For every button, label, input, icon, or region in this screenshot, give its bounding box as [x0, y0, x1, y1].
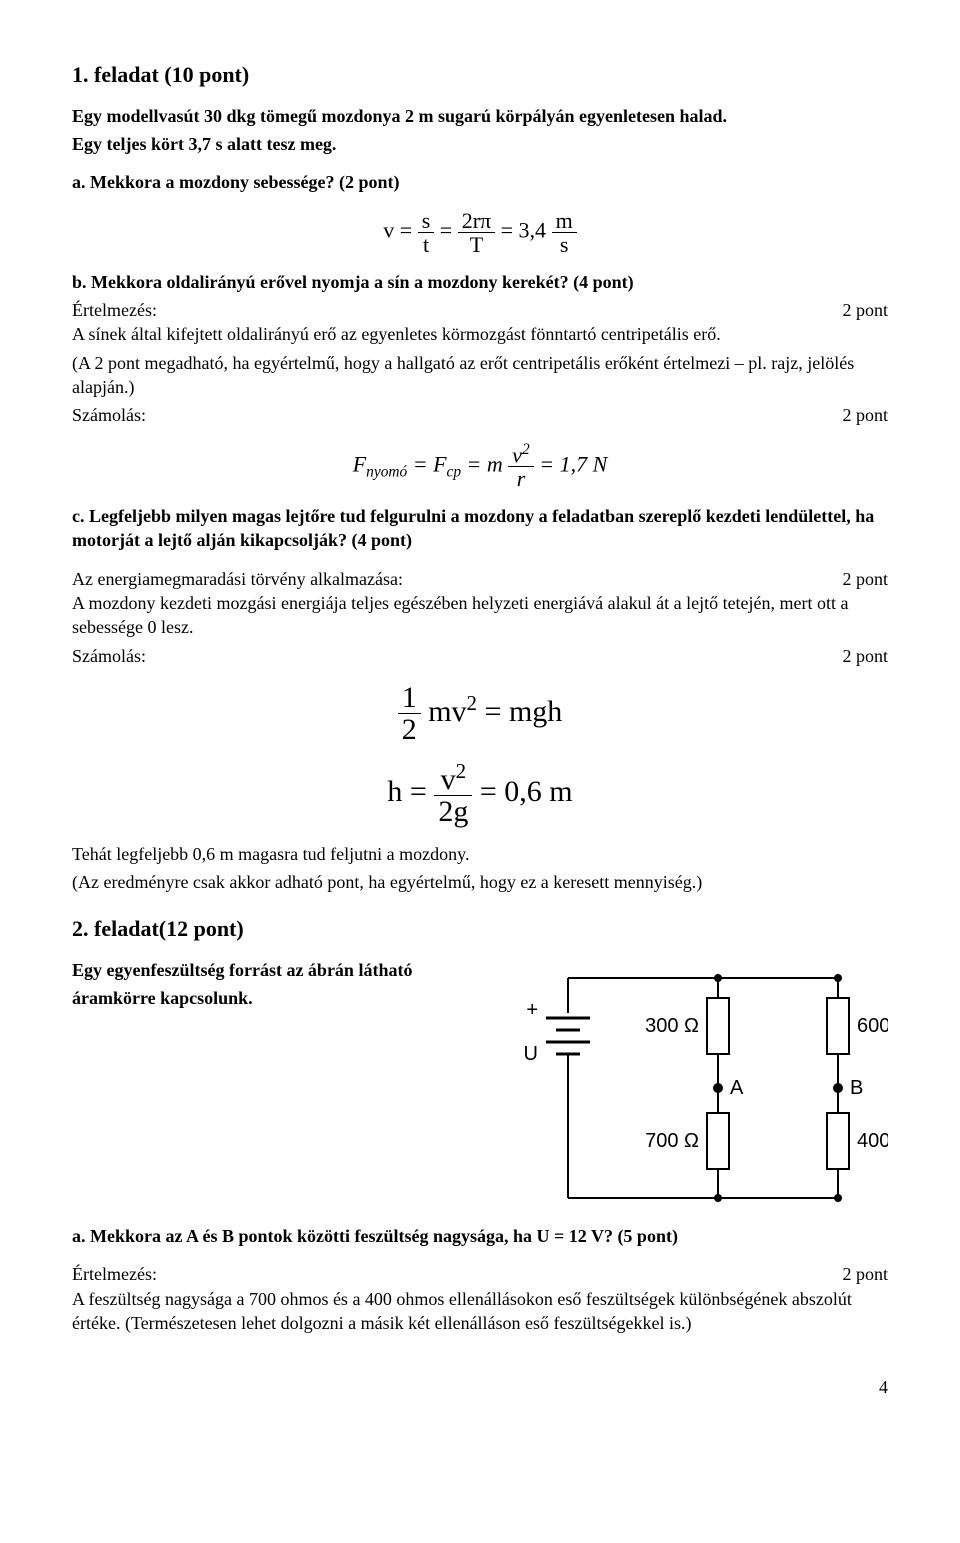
frac-num: 1	[398, 682, 421, 714]
formula-sub: cp	[447, 463, 462, 480]
task1-a-question: a. Mekkora a mozdony sebessége? (2 pont)	[72, 170, 888, 194]
task2-a-ertelmezes-row: Értelmezés: 2 pont	[72, 1262, 888, 1286]
frac-den: r	[508, 466, 533, 490]
task2-intro-and-circuit: Egy egyenfeszültség forrást az ábrán lát…	[72, 958, 888, 1208]
svg-text:U: U	[524, 1043, 538, 1065]
points-value: 2 pont	[842, 1262, 888, 1286]
page-number: 4	[72, 1375, 888, 1399]
formula-text: h =	[387, 775, 426, 808]
task1-intro1: Egy modellvasút 30 dkg tömegű mozdonya 2…	[72, 104, 888, 128]
frac-num: m	[552, 209, 577, 232]
formula-text: = 0,6 m	[480, 775, 573, 808]
label-szamolas: Számolás:	[72, 403, 146, 427]
frac-num: v2	[508, 442, 533, 466]
task2-a-line: A feszültség nagysága a 700 ohmos és a 4…	[72, 1287, 888, 1336]
points-value: 2 pont	[842, 567, 888, 591]
points-value: 2 pont	[842, 298, 888, 322]
task1-c-question: c. Legfeljebb milyen magas lejtőre tud f…	[72, 504, 888, 553]
task1-c-formula2: h = v22g = 0,6 m	[72, 760, 888, 828]
formula-text: = m	[461, 451, 503, 476]
task1-b-line2: (A 2 pont megadható, ha egyértelmű, hogy…	[72, 351, 888, 400]
task1-title: 1. feladat (10 pont)	[72, 60, 888, 90]
label-energy: Az energiamegmaradási törvény alkalmazás…	[72, 567, 403, 591]
task1-a-formula: v = st = 2rπT = 3,4 ms	[72, 209, 888, 256]
task2-intro2: áramkörre kapcsolunk.	[72, 986, 484, 1010]
svg-text:+: +	[526, 999, 538, 1021]
task2-intro1: Egy egyenfeszültség forrást az ábrán lát…	[72, 958, 484, 982]
label-szamolas: Számolás:	[72, 644, 146, 668]
task2-title: 2. feladat(12 pont)	[72, 914, 888, 944]
task1-c-line1: A mozdony kezdeti mozgási energiája telj…	[72, 591, 888, 640]
frac-num: v2	[434, 760, 472, 796]
task1-b-ertelmezes-row: Értelmezés: 2 pont	[72, 298, 888, 322]
frac-den: T	[458, 232, 495, 256]
task1-b-formula: Fnyomó = Fcp = m v2r = 1,7 N	[72, 442, 888, 491]
frac-den: 2	[398, 713, 421, 746]
frac-den: s	[552, 232, 577, 256]
svg-text:600 Ω: 600 Ω	[857, 1015, 888, 1037]
formula-sub: nyomó	[366, 463, 407, 480]
task1-intro2: Egy teljes kört 3,7 s alatt tesz meg.	[72, 132, 888, 156]
formula-sup: 2	[522, 441, 530, 458]
task1-b-szamolas-row: Számolás: 2 pont	[72, 403, 888, 427]
label-ertelmezes: Értelmezés:	[72, 298, 157, 322]
task1-c-concl2: (Az eredményre csak akkor adható pont, h…	[72, 870, 888, 894]
formula-text: = 1,7 N	[539, 451, 607, 476]
frac-num: 2rπ	[458, 209, 495, 232]
task2-a-question: a. Mekkora az A és B pontok közötti fesz…	[72, 1224, 888, 1248]
label-ertelmezes: Értelmezés:	[72, 1262, 157, 1286]
formula-text: = mgh	[477, 695, 562, 728]
formula-text: v =	[383, 217, 412, 242]
task1-c-formula1: 12 mv2 = mgh	[72, 682, 888, 746]
svg-text:400 Ω: 400 Ω	[857, 1130, 888, 1152]
svg-text:700 Ω: 700 Ω	[645, 1130, 699, 1152]
formula-text: v	[441, 763, 456, 796]
points-value: 2 pont	[842, 403, 888, 427]
task1-c-concl1: Tehát legfeljebb 0,6 m magasra tud felju…	[72, 842, 888, 866]
formula-text: mv	[428, 695, 466, 728]
frac-den: t	[418, 232, 435, 256]
points-value: 2 pont	[842, 644, 888, 668]
task1-c-szamolas-row: Számolás: 2 pont	[72, 644, 888, 668]
formula-text: =	[440, 217, 452, 242]
formula-text: F	[353, 451, 366, 476]
task1-c-energy-row: Az energiamegmaradási törvény alkalmazás…	[72, 567, 888, 591]
task1-b-line1: A sínek által kifejtett oldalirányú erő …	[72, 322, 888, 346]
formula-sup: 2	[456, 759, 467, 783]
circuit-diagram: + U 300 Ω 700 Ω 600 Ω 400 Ω A B	[508, 958, 888, 1208]
task1-b-question: b. Mekkora oldalirányú erővel nyomja a s…	[72, 270, 888, 294]
frac-num: s	[418, 209, 435, 232]
formula-text: = 3,4	[501, 217, 546, 242]
svg-text:B: B	[850, 1077, 863, 1099]
formula-text: v	[512, 442, 522, 467]
frac-den: 2g	[434, 795, 472, 828]
formula-sup: 2	[467, 691, 478, 715]
svg-text:A: A	[730, 1077, 744, 1099]
svg-text:300 Ω: 300 Ω	[645, 1015, 699, 1037]
formula-text: = F	[407, 451, 446, 476]
